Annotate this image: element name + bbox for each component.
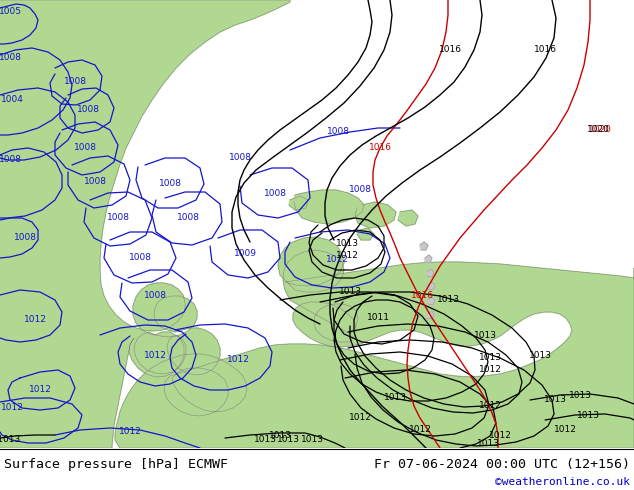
Text: 1008: 1008 — [63, 77, 86, 87]
Text: 1008: 1008 — [349, 186, 372, 195]
Polygon shape — [289, 196, 308, 210]
Text: 1011: 1011 — [366, 314, 389, 322]
Text: 1013: 1013 — [335, 240, 358, 248]
Text: 1012: 1012 — [553, 425, 576, 435]
Text: 1008: 1008 — [0, 155, 22, 165]
Text: 1016: 1016 — [410, 291, 434, 299]
Text: 1012: 1012 — [349, 414, 372, 422]
Text: 1012: 1012 — [489, 431, 512, 440]
Text: 1008: 1008 — [176, 214, 200, 222]
Text: 1008: 1008 — [0, 53, 22, 63]
Text: -1013: -1013 — [0, 436, 21, 444]
Text: Fr 07-06-2024 00:00 UTC (12+156): Fr 07-06-2024 00:00 UTC (12+156) — [374, 458, 630, 470]
Text: Surface pressure [hPa] ECMWF: Surface pressure [hPa] ECMWF — [4, 458, 228, 470]
Text: 1013: 1013 — [479, 353, 501, 363]
Polygon shape — [398, 210, 418, 226]
Text: 1008: 1008 — [129, 253, 152, 263]
Polygon shape — [115, 237, 634, 448]
Text: 1012: 1012 — [408, 425, 432, 435]
Text: 1020: 1020 — [586, 125, 609, 134]
Polygon shape — [427, 269, 434, 277]
Text: 1008: 1008 — [74, 144, 96, 152]
Text: 1016: 1016 — [533, 46, 557, 54]
Text: 1013: 1013 — [384, 393, 406, 402]
Polygon shape — [420, 242, 428, 250]
Text: 1013: 1013 — [254, 436, 276, 444]
Text: 1013: 1013 — [569, 392, 592, 400]
Text: 1013: 1013 — [339, 288, 361, 296]
Text: 1013: 1013 — [276, 436, 299, 444]
Text: 1012: 1012 — [143, 350, 167, 360]
Text: 1016: 1016 — [439, 46, 462, 54]
Text: 1013: 1013 — [436, 295, 460, 304]
Text: 1012: 1012 — [1, 403, 23, 413]
Text: 1008: 1008 — [228, 153, 252, 163]
Text: 1005: 1005 — [0, 7, 22, 17]
Text: 1004: 1004 — [1, 96, 23, 104]
Polygon shape — [428, 297, 435, 305]
Polygon shape — [355, 202, 396, 228]
Text: 1012: 1012 — [226, 356, 249, 365]
Text: 1012: 1012 — [326, 255, 349, 265]
Text: 1008: 1008 — [84, 177, 107, 187]
Polygon shape — [294, 190, 364, 224]
Text: 1008: 1008 — [143, 291, 167, 299]
Polygon shape — [357, 228, 374, 240]
Text: 1008: 1008 — [327, 127, 349, 137]
Polygon shape — [0, 0, 290, 448]
Text: 1013: 1013 — [269, 432, 292, 441]
Text: 1008: 1008 — [13, 232, 37, 242]
Text: 1013: 1013 — [474, 330, 496, 340]
Text: 1016: 1016 — [368, 144, 392, 152]
Polygon shape — [425, 255, 432, 263]
Text: 1012: 1012 — [479, 400, 501, 410]
Text: 1008: 1008 — [107, 214, 129, 222]
Text: 1020: 1020 — [588, 125, 611, 134]
Text: 1008: 1008 — [77, 105, 100, 115]
Text: 1013: 1013 — [529, 351, 552, 361]
Text: 1013: 1013 — [576, 412, 600, 420]
Text: 1008: 1008 — [158, 178, 181, 188]
Text: 1013: 1013 — [543, 395, 567, 405]
Polygon shape — [427, 311, 434, 319]
Text: 1012: 1012 — [119, 427, 141, 437]
Text: ©weatheronline.co.uk: ©weatheronline.co.uk — [495, 477, 630, 487]
Text: 1012: 1012 — [23, 316, 46, 324]
Text: 1009: 1009 — [233, 249, 257, 259]
Text: 1013: 1013 — [477, 440, 500, 448]
Text: 1012: 1012 — [335, 250, 358, 260]
Text: 1012: 1012 — [29, 386, 51, 394]
Polygon shape — [428, 282, 435, 290]
Text: 1008: 1008 — [264, 189, 287, 197]
Text: 1013: 1013 — [301, 436, 323, 444]
Text: 1012: 1012 — [479, 366, 501, 374]
